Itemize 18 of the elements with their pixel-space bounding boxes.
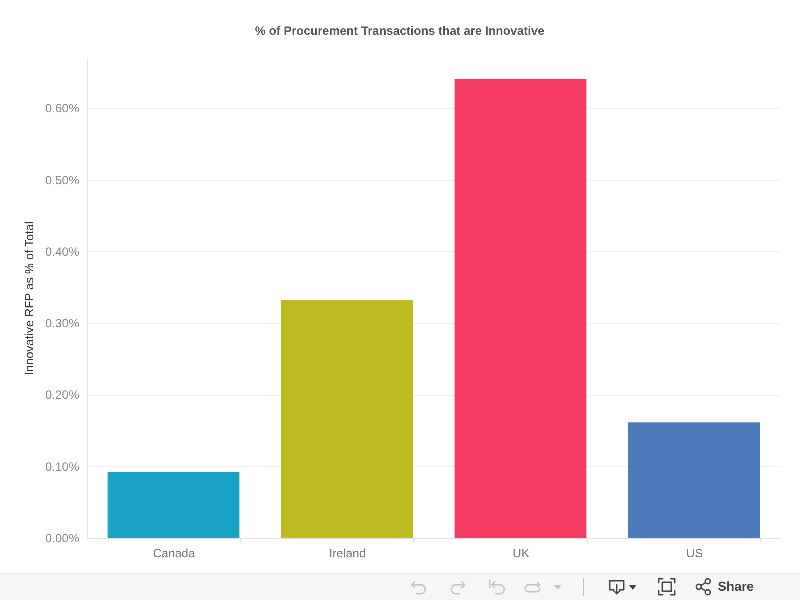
chart-title: % of Procurement Transactions that are Innovative xyxy=(255,24,546,38)
x-tick-label: Ireland xyxy=(329,546,366,560)
bar xyxy=(108,472,240,538)
y-tick-label: 0.10% xyxy=(45,460,80,474)
x-tick-label: UK xyxy=(512,546,530,560)
y-tick-label: 0.20% xyxy=(45,388,80,402)
bar xyxy=(281,300,414,538)
bar xyxy=(628,422,760,538)
y-tick-label: 0.40% xyxy=(45,244,80,259)
x-tick-label: Canada xyxy=(153,546,196,560)
text: Share xyxy=(718,579,754,595)
y-tick-label: 0.00% xyxy=(45,532,80,546)
y-tick-label: 0.50% xyxy=(45,173,80,188)
y-tick-label: 0.60% xyxy=(45,102,80,116)
y-axis-title: Innovative RFP as % of Total xyxy=(22,222,36,376)
y-tick-label: 0.30% xyxy=(45,316,80,331)
x-tick-label: US xyxy=(686,546,704,560)
bar xyxy=(454,79,587,538)
